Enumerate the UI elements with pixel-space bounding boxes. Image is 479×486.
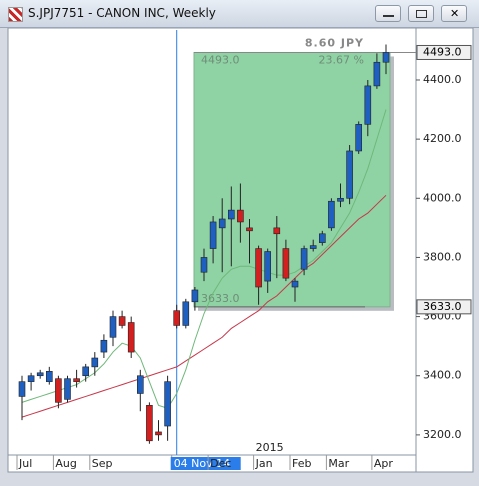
range-high-label: 4493.0 [201,53,240,66]
candle-body [346,150,353,199]
candle-body [218,218,226,229]
candle-body [228,209,235,220]
candle-body [337,197,344,202]
x-tick-label: 04 Nov 14 [174,457,230,470]
candle-body [164,381,171,427]
candle-body [309,245,317,249]
candle-body [273,227,281,235]
year-label: 2015 [256,441,284,454]
range-percent: 23.67 % [319,53,364,66]
x-tick-label: Sep [92,457,113,470]
candle-body [246,227,253,232]
candle-body [45,371,53,382]
candle-body [318,233,326,243]
y-tick-label: 3400.0 [423,369,462,382]
restore-button[interactable] [408,5,434,22]
candle-body [291,280,299,288]
x-tick-label: Feb [292,457,311,470]
moving-average [21,194,387,418]
minimize-button[interactable] [375,5,401,22]
candle-body [73,378,80,382]
candle-body [373,61,381,87]
x-tick-label: Apr [374,457,394,470]
candle-body [82,366,89,377]
candle-body [200,257,208,273]
candle-body [27,375,35,382]
candle-body [36,372,44,377]
candle-body [146,405,153,442]
candle-body [64,378,71,400]
y-tick-label: 3200.0 [423,428,462,441]
candle-body [91,357,99,368]
x-tick-label: Jan [255,457,273,470]
y-tick-label: 4200.0 [423,132,462,145]
range-box [193,51,391,308]
price-box-label: 4493.0 [423,45,462,58]
x-tick-label: Mar [328,457,349,470]
candle-body [237,209,244,223]
candle-body [300,248,308,270]
x-tick-label: Dec [210,457,231,470]
y-tick-label: 4000.0 [423,191,462,204]
price-box [416,299,472,315]
candle-body [282,248,290,279]
x-tick-label: Aug [55,457,76,470]
candle-body [364,85,372,125]
range-low-label: 3633.0 [201,292,240,305]
chart: 3200.03400.03600.03800.04000.04200.04400… [7,28,474,473]
candle-body [255,248,262,288]
x-tick-label: Jul [18,457,32,470]
candle-body [55,378,62,403]
app-icon [8,7,23,22]
window-title: S.JPJ7751 - CANON INC, Weekly [28,6,216,20]
moving-average [21,109,387,409]
candle-body [355,124,363,152]
close-button[interactable]: ✕ [441,5,467,22]
candle-body [182,301,190,326]
candle-body [137,375,144,394]
candle-body [173,310,180,326]
candle-body [155,431,162,436]
price-box-label: 3633.0 [423,300,462,313]
y-tick-label: 3800.0 [423,250,462,263]
range-change: 8.60 JPY [305,36,364,49]
candle-body [328,200,335,229]
title-bar: S.JPJ7751 - CANON INC, Weekly ✕ [0,0,479,28]
candle-body [18,381,26,397]
y-tick-label: 4400.0 [423,73,462,86]
candle-body [382,52,390,63]
candle-body [100,339,108,353]
selected-label-bg [170,457,241,470]
candle-body [118,316,126,326]
candle-body [109,316,117,338]
price-box [416,44,472,60]
candle-body [191,289,199,303]
candle-body [264,251,272,282]
candle-body [209,221,217,249]
candle-body [127,322,135,353]
